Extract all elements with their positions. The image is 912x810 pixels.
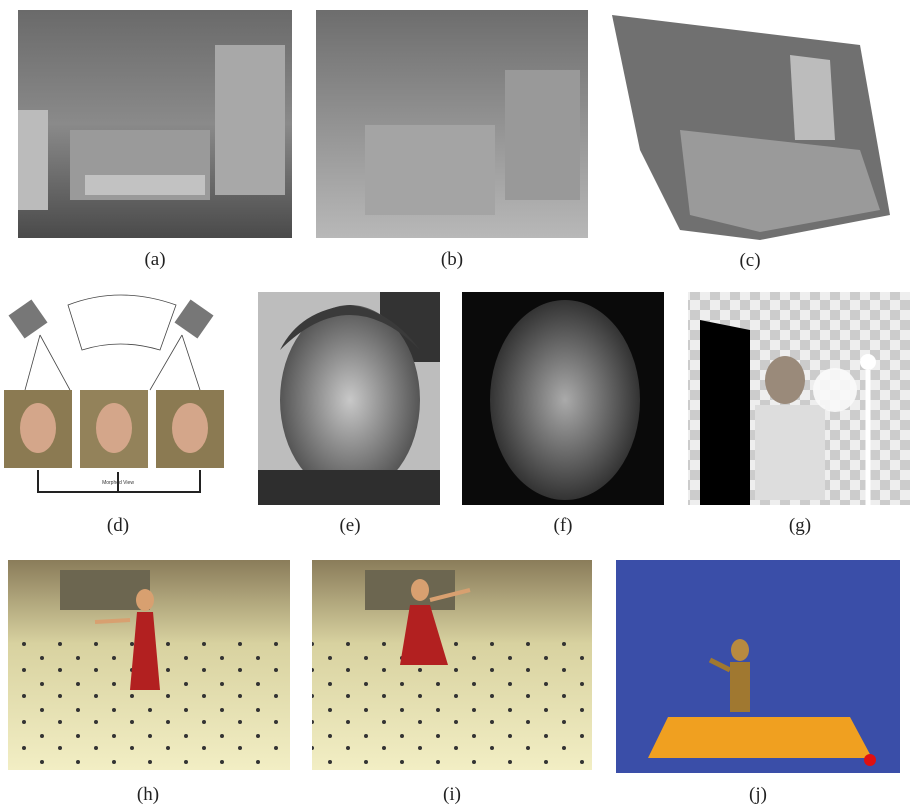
panel-caption: (i): [443, 784, 461, 805]
panel-e: [258, 292, 440, 505]
panel-caption: (j): [749, 784, 767, 805]
panel-i: [312, 560, 592, 770]
panel-caption: (a): [144, 249, 165, 270]
panel-g: [688, 292, 910, 505]
panel-caption: (d): [107, 515, 129, 536]
panel-caption: (e): [339, 515, 360, 536]
panel-caption: (g): [789, 515, 811, 536]
panel-caption: (c): [739, 250, 760, 271]
panel-j: [616, 560, 900, 773]
panel-caption: (h): [137, 784, 159, 805]
panel-d: Morphed View: [4, 294, 224, 493]
panel-b: [316, 10, 588, 238]
panel-caption: (f): [554, 515, 573, 536]
panel-a: [18, 10, 292, 238]
panel-f: [462, 292, 664, 505]
panel-c: [612, 15, 890, 240]
panel-caption: (b): [441, 249, 463, 270]
morph-label: Morphed View: [102, 480, 134, 486]
panel-h: [8, 560, 290, 770]
